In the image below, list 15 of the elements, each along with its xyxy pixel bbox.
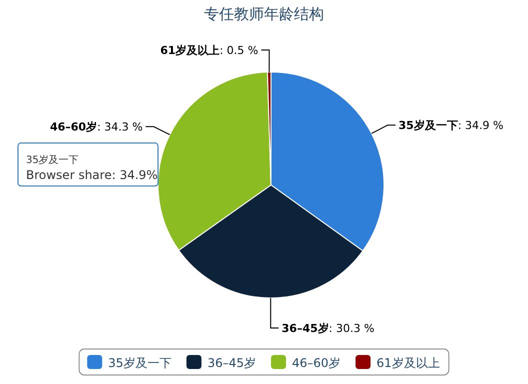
data-label: : 34.3 %	[97, 120, 143, 134]
legend-label: 35岁及一下	[108, 356, 172, 370]
text: 35岁及一下	[26, 154, 79, 166]
legend-label: 36–45岁	[207, 356, 256, 370]
data-label: : 0.5 %	[220, 44, 258, 57]
legend-label: 61岁及以上	[376, 356, 440, 370]
legend-label: 46–60岁	[292, 356, 341, 370]
data-label: : 34.9 %	[458, 119, 504, 132]
slice-label: 46–60岁	[50, 120, 98, 134]
slice-label: 36–45岁	[282, 322, 329, 335]
slice-label: 35岁及一下	[398, 119, 458, 132]
slice-label: 61岁及以上	[160, 44, 220, 57]
text: Browser share: 34.9%	[26, 168, 158, 182]
data-label: : 30.3 %	[328, 322, 374, 335]
chart-title: 专任教师年龄结构	[204, 5, 324, 23]
